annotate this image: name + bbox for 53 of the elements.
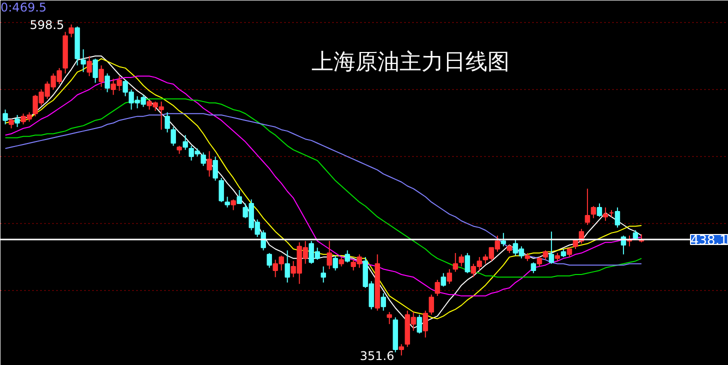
candlestick — [458, 254, 464, 267]
candlestick — [2, 109, 8, 125]
candlestick — [14, 114, 20, 128]
candlestick — [428, 294, 434, 316]
candlestick — [500, 232, 506, 247]
candlestick — [206, 150, 212, 178]
candlestick — [446, 268, 452, 284]
text: 上海原油主力日线图 — [312, 50, 510, 75]
candlestick — [530, 262, 536, 274]
annotation: 0:469.5 — [0, 0, 47, 14]
candlestick — [452, 252, 458, 272]
candlestick — [236, 190, 242, 204]
candlestick — [380, 292, 386, 312]
candlestick — [386, 312, 392, 325]
candlestick — [590, 206, 596, 219]
candlestick — [464, 252, 470, 274]
candlestick — [614, 206, 620, 228]
candlestick — [434, 279, 440, 296]
candlestick — [200, 152, 206, 166]
candlestick — [584, 188, 590, 226]
candlestick — [218, 177, 224, 203]
candlestick — [602, 206, 608, 222]
candlestick — [284, 250, 290, 284]
candlestick — [416, 314, 422, 334]
candlestick — [566, 247, 572, 258]
candlestick — [536, 256, 542, 267]
candlestick — [332, 255, 338, 271]
candlestick — [80, 48, 86, 73]
candlestick — [86, 55, 92, 77]
candlestick — [92, 58, 98, 84]
candlestick — [182, 134, 188, 150]
candlestick — [548, 231, 554, 264]
candlestick — [440, 272, 446, 288]
candlestick — [224, 196, 230, 208]
candlestick — [326, 240, 332, 270]
candlestick — [338, 256, 344, 267]
candlestick — [320, 266, 326, 284]
candlestick — [68, 24, 74, 38]
candlestick — [104, 72, 110, 93]
candlestick — [164, 112, 170, 133]
candlestick — [596, 202, 602, 218]
candlestick — [98, 64, 104, 88]
candlestick — [266, 252, 272, 268]
annotation: 598.5 — [30, 18, 64, 32]
candlestick — [542, 250, 548, 260]
candlestick — [8, 118, 14, 129]
candlestick — [398, 344, 404, 356]
candlestick — [230, 198, 236, 211]
candlestick — [170, 126, 176, 146]
annotation: 351.6 — [360, 348, 394, 363]
candlestick — [344, 250, 350, 263]
candlestick — [422, 310, 428, 338]
candlestick — [212, 156, 218, 182]
